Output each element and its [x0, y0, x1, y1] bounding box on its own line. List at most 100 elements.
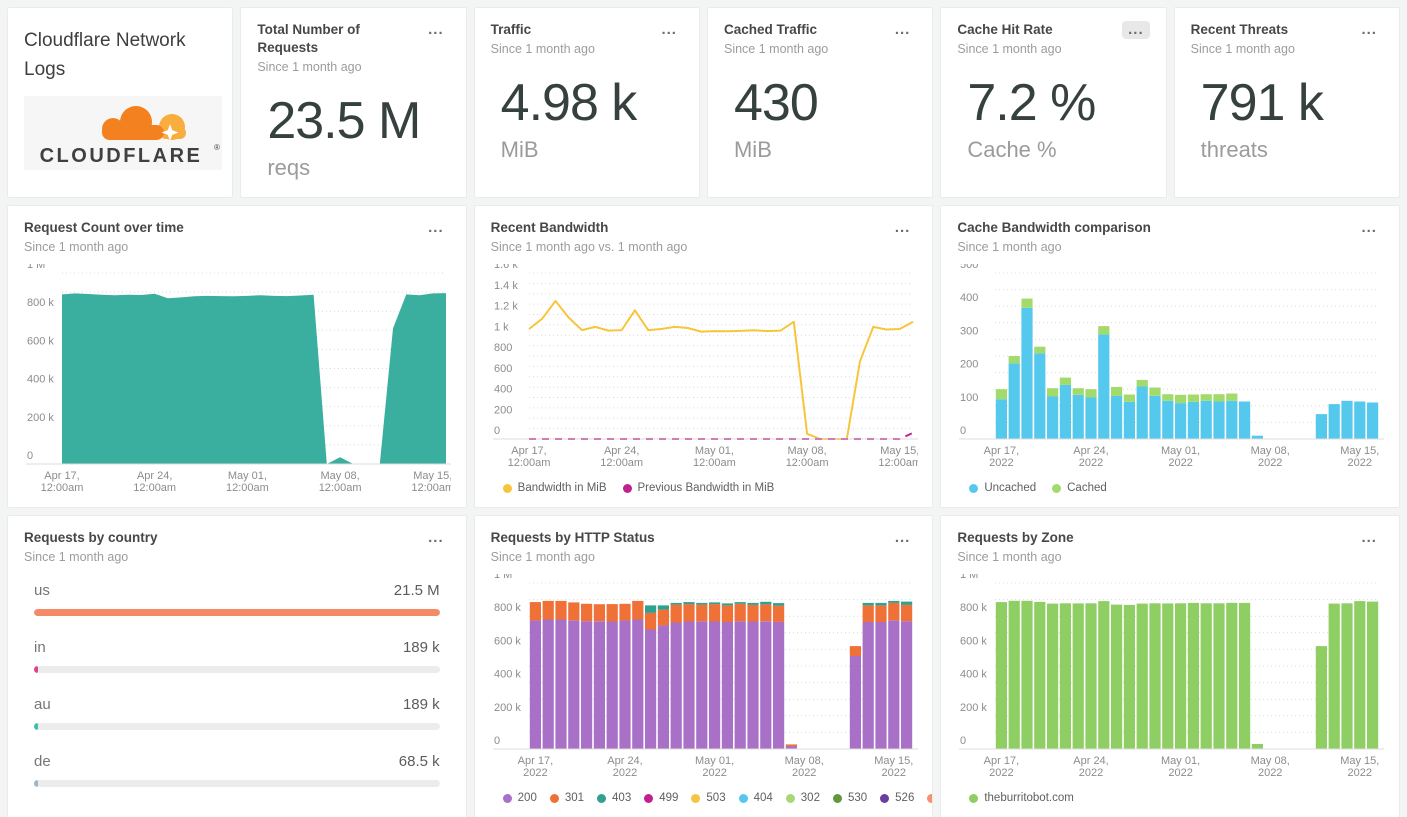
svg-text:2022: 2022 [989, 457, 1013, 469]
country-bar-fill [34, 609, 440, 617]
legend-label: Uncached [984, 482, 1037, 495]
panel-menu-button[interactable]: ... [894, 219, 911, 236]
svg-text:May 08,: May 08, [787, 445, 826, 457]
legend-item[interactable]: 404 [738, 792, 773, 805]
panel-menu-button[interactable]: ... [428, 21, 444, 38]
legend-label: 526 [895, 792, 915, 805]
panel-title: Total Number of Requests [257, 22, 360, 56]
svg-text:May 01,: May 01, [1161, 755, 1200, 767]
svg-text:1.4 k: 1.4 k [494, 280, 518, 292]
legend-item[interactable]: 499 [644, 792, 678, 804]
svg-text:May 01,: May 01, [228, 470, 267, 482]
svg-text:2022: 2022 [1079, 767, 1103, 779]
legend-item[interactable]: 524 [927, 792, 933, 804]
country-row-au: au 189 k [34, 696, 440, 731]
panel-menu-button[interactable]: ... [428, 219, 444, 236]
svg-text:Apr 24,: Apr 24, [1074, 755, 1109, 767]
country-label: de [34, 753, 51, 771]
svg-text:12:00am: 12:00am [693, 457, 736, 469]
country-value: 189 k [402, 696, 440, 714]
svg-text:1.6 k: 1.6 k [494, 264, 518, 271]
panel-menu-button[interactable]: ... [1122, 21, 1150, 39]
svg-text:12:00am: 12:00am [878, 457, 918, 469]
svg-text:400 k: 400 k [960, 669, 987, 681]
recent-bandwidth-legend: Bandwidth in MiB Previous Bandwidth in Mi… [491, 482, 917, 494]
country-bar-fill [34, 723, 38, 731]
panel-title: Recent Threats [1190, 22, 1289, 37]
panel-title: Cached Traffic [723, 22, 818, 37]
legend-dot-icon [597, 793, 607, 803]
legend-label: theburritobot.com [984, 792, 1074, 805]
legend-item[interactable]: 301 [549, 792, 584, 804]
panel-subtitle: Since 1 month ago vs. 1 month ago [490, 240, 688, 255]
svg-text:2022: 2022 [1079, 457, 1103, 469]
legend-item[interactable]: 403 [597, 792, 631, 804]
legend-label: 404 [753, 792, 773, 805]
zone-legend: theburritobot.com [957, 792, 1383, 804]
svg-text:1 k: 1 k [494, 322, 509, 334]
country-label: in [34, 639, 46, 657]
stat-value: 7.2 % [967, 74, 1096, 133]
svg-text:Apr 17,: Apr 17, [984, 445, 1019, 457]
cloudflare-wordmark: CLOUDFLARE [40, 145, 203, 167]
panel-menu-button[interactable]: ... [1361, 529, 1377, 546]
svg-text:12:00am: 12:00am [133, 482, 176, 494]
panel-subtitle: Since 1 month ago [957, 240, 1062, 255]
svg-text:12:00am: 12:00am [507, 457, 550, 469]
panel-subtitle: Since 1 month ago [24, 240, 129, 255]
panel-menu-button[interactable]: ... [661, 21, 677, 38]
country-row-de: de 68.5 k [34, 753, 440, 788]
country-label: us [34, 582, 50, 600]
stat-unit: reqs [267, 155, 311, 181]
legend-item[interactable]: 530 [832, 792, 867, 804]
svg-text:0: 0 [27, 450, 33, 462]
stat-unit: MiB [500, 136, 539, 162]
svg-text:2022: 2022 [1258, 767, 1282, 779]
svg-text:600 k: 600 k [960, 636, 987, 648]
legend-dot-icon [622, 483, 632, 493]
stat-unit: MiB [733, 136, 772, 162]
legend-item[interactable]: 526 [880, 792, 914, 804]
legend-label: 302 [800, 792, 820, 805]
legend-dot-icon [644, 793, 654, 803]
panel-title: Requests by country [24, 530, 158, 545]
panel-menu-button[interactable]: ... [1361, 219, 1377, 236]
panel-title: Traffic [490, 22, 532, 37]
svg-text:1 M: 1 M [27, 264, 45, 271]
panel-menu-button[interactable]: ... [894, 21, 911, 38]
panel-requests-by-zone: Requests by Zone Since 1 month ago ... 0… [940, 515, 1400, 817]
legend-label: 200 [517, 792, 537, 805]
legend-item[interactable]: Bandwidth in MiB [502, 482, 607, 494]
panel-menu-button[interactable]: ... [428, 529, 444, 546]
cloudflare-cloud-icon: CLOUDFLARE ® [40, 106, 220, 167]
legend-item[interactable]: Previous Bandwidth in MiB [622, 482, 774, 494]
svg-text:0: 0 [494, 425, 500, 437]
panel-title: Requests by Zone [957, 530, 1074, 545]
svg-text:600 k: 600 k [494, 636, 521, 648]
country-value: 21.5 M [393, 582, 440, 600]
svg-text:Apr 24,: Apr 24, [604, 445, 639, 457]
legend-dot-icon [785, 793, 795, 803]
legend-item[interactable]: Cached [1052, 482, 1107, 494]
svg-text:400 k: 400 k [27, 374, 54, 386]
panel-menu-button[interactable]: ... [1361, 21, 1377, 38]
legend-item[interactable]: 503 [691, 792, 726, 804]
country-row-in: in 189 k [34, 639, 440, 674]
panel-subtitle: Since 1 month ago [723, 42, 829, 57]
svg-text:May 01,: May 01, [695, 755, 734, 767]
legend-item[interactable]: 200 [502, 792, 537, 805]
panel-cache-hit-rate: Cache Hit Rate Since 1 month ago ... 7.2… [940, 7, 1167, 198]
legend-item[interactable]: Uncached [969, 482, 1036, 494]
legend-item[interactable]: theburritobot.com [969, 792, 1074, 804]
panel-menu-button[interactable]: ... [894, 529, 911, 546]
legend-dot-icon [832, 793, 842, 803]
panel-subtitle: Since 1 month ago [24, 550, 129, 565]
svg-text:May 01,: May 01, [694, 445, 733, 457]
legend-item[interactable]: 302 [785, 792, 820, 805]
